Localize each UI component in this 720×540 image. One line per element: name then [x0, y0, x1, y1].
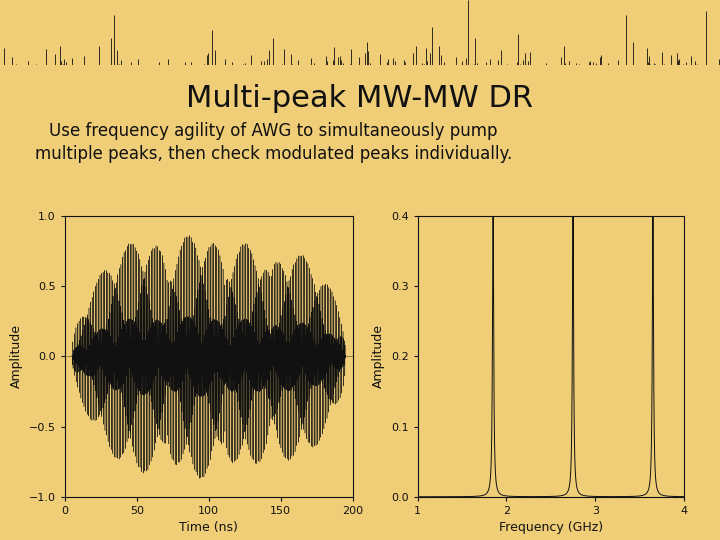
- X-axis label: Time (ns): Time (ns): [179, 522, 238, 535]
- Text: Multi-peak MW-MW DR: Multi-peak MW-MW DR: [186, 84, 534, 113]
- Y-axis label: Amplitude: Amplitude: [372, 325, 385, 388]
- Y-axis label: Amplitude: Amplitude: [10, 325, 23, 388]
- X-axis label: Frequency (GHz): Frequency (GHz): [499, 522, 603, 535]
- Text: Use frequency agility of AWG to simultaneously pump
multiple peaks, then check m: Use frequency agility of AWG to simultan…: [35, 122, 512, 163]
